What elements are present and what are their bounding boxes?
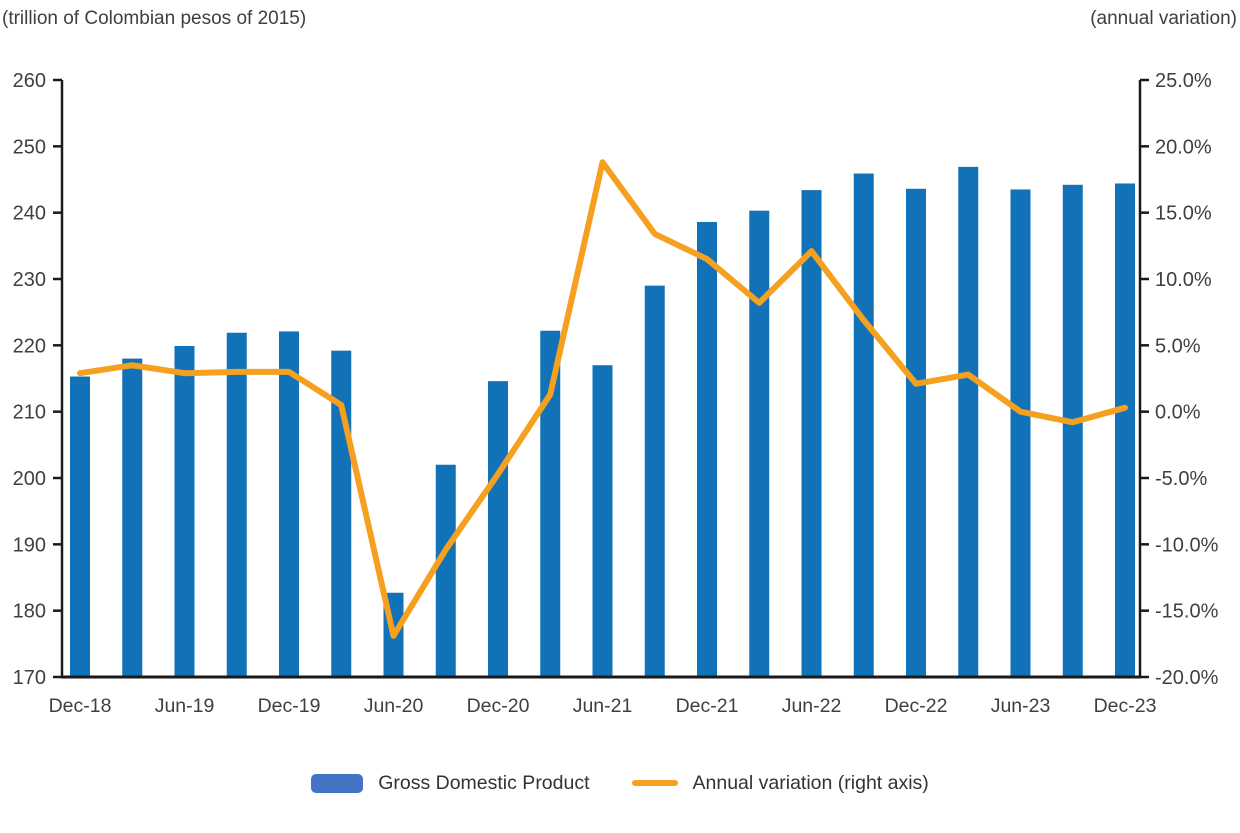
left-axis-tick-label: 200 [13, 468, 46, 490]
left-axis-tick-label: 230 [13, 269, 46, 291]
right-axis-title: (annual variation) [1090, 8, 1237, 29]
legend-variation-label: Annual variation (right axis) [692, 771, 929, 794]
x-axis-tick-label: Dec-23 [1094, 695, 1157, 717]
left-axis-tick-label: 240 [13, 203, 46, 225]
right-axis-tick-label: 10.0% [1155, 269, 1212, 291]
left-axis-tick-label: 190 [13, 534, 46, 556]
legend-gdp-label: Gross Domestic Product [378, 771, 590, 794]
right-axis-tick-label: 25.0% [1155, 70, 1212, 92]
right-axis-tick-label: -10.0% [1155, 534, 1219, 556]
gdp-bar [1062, 184, 1083, 677]
left-axis-tick-label: 180 [13, 601, 46, 623]
gdp-bar [906, 188, 926, 677]
x-axis-tick-label: Dec-22 [885, 695, 948, 717]
gdp-bar [592, 365, 613, 677]
gdp-bar [70, 376, 90, 677]
x-axis-tick-label: Dec-21 [676, 695, 739, 717]
gdp-bar [122, 358, 143, 677]
right-axis-tick-label: -15.0% [1155, 601, 1219, 623]
gdp-bar [279, 331, 299, 677]
x-axis-tick-label: Jun-21 [573, 695, 633, 717]
x-axis-tick-label: Dec-20 [467, 695, 530, 717]
right-axis-tick-label: 5.0% [1155, 335, 1201, 357]
variation-line-swatch-icon [631, 780, 678, 786]
gdp-bar [644, 285, 665, 677]
x-axis-tick-label: Jun-22 [782, 695, 842, 717]
gdp-bar [488, 381, 508, 677]
gdp-bar [435, 464, 456, 677]
gdp-bar [697, 221, 717, 677]
x-axis-tick-label: Jun-20 [364, 695, 424, 717]
gdp-bar [801, 190, 822, 677]
left-axis-title: (trillion of Colombian pesos of 2015) [2, 8, 307, 29]
gdp-bar [853, 173, 874, 677]
gdp-bar [540, 330, 561, 677]
left-axis-tick-label: 220 [13, 335, 46, 357]
gdp-bar [1010, 189, 1031, 677]
gdp-bar-swatch-icon [311, 773, 364, 793]
right-axis-tick-label: -20.0% [1155, 667, 1219, 689]
right-axis-tick-label: -5.0% [1155, 468, 1207, 490]
left-axis-tick-label: 250 [13, 136, 46, 158]
left-axis-tick-label: 210 [13, 402, 46, 424]
legend-item-gdp: Gross Domestic Product [311, 771, 590, 795]
left-axis-tick-label: 260 [13, 70, 46, 92]
right-axis-tick-label: 20.0% [1155, 136, 1212, 158]
left-axis-tick-label: 170 [13, 667, 46, 689]
x-axis-tick-label: Dec-19 [258, 695, 321, 717]
variation-line [77, 159, 1128, 639]
right-axis-tick-label: 0.0% [1155, 402, 1201, 424]
x-axis-tick-label: Jun-19 [155, 695, 215, 717]
x-axis-tick-label: Dec-18 [49, 695, 112, 717]
gdp-bar [174, 345, 195, 677]
chart-legend: Gross Domestic Product Annual variation … [0, 763, 1240, 803]
gdp-bar [226, 332, 247, 677]
x-axis-tick-label: Jun-23 [991, 695, 1051, 717]
gdp-bar [749, 210, 770, 677]
right-axis-tick-label: 15.0% [1155, 203, 1212, 225]
legend-item-variation: Annual variation (right axis) [631, 771, 929, 795]
gdp-bar [1115, 183, 1135, 678]
gdp-bar [958, 166, 979, 677]
